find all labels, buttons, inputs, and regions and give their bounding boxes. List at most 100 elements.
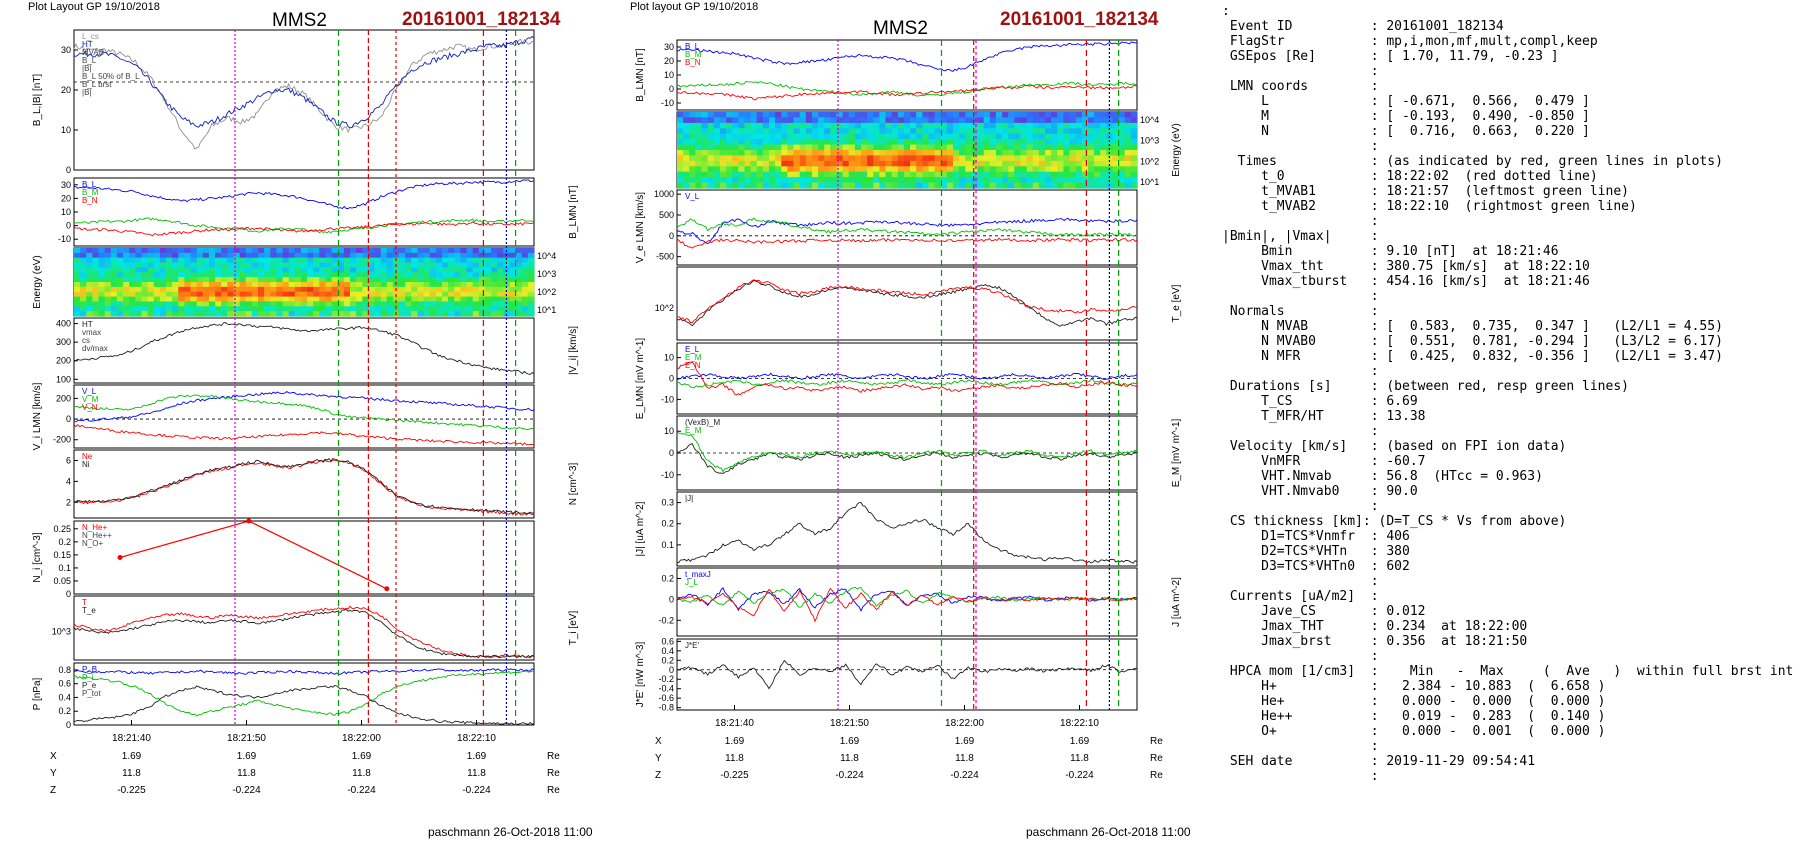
left-ephem-value: 1.69 — [352, 751, 372, 762]
left-heatmap-cell — [74, 306, 81, 312]
left-legend-entry: P_e — [82, 681, 97, 690]
right-heatmap-cell — [1045, 177, 1052, 183]
right-ephem-value: 11.8 — [955, 753, 974, 764]
right-heatmap-cell — [732, 139, 739, 145]
right-heatmap-cell — [910, 160, 917, 167]
left-heatmap-cell — [159, 252, 167, 259]
left-heatmap-cell — [294, 291, 302, 297]
left-heatmap-cell — [491, 272, 498, 278]
left-heatmap-cell — [178, 252, 185, 259]
right-heatmap-cell — [940, 182, 948, 189]
right-heatmap-cell — [861, 128, 868, 135]
right-heatmap-cell — [1032, 139, 1040, 145]
right-ytick-label: 10 — [664, 70, 674, 80]
left-heatmap-cell — [319, 262, 326, 268]
left-heatmap-cell — [196, 286, 204, 293]
right-heatmap-cell — [903, 128, 911, 135]
left-legend-entry: V_M — [82, 395, 99, 404]
left-heatmap-cell — [80, 296, 87, 302]
left-heatmap-cell — [196, 257, 204, 263]
left-ytick-label: 10^3 — [52, 626, 71, 636]
right-heatmap-cell — [1026, 155, 1034, 162]
left-heatmap-cell — [497, 311, 504, 317]
left-heatmap-cell — [258, 277, 265, 283]
left-heatmap-cell — [386, 252, 394, 259]
right-heatmap-cell — [1020, 139, 1027, 145]
left-heatmap-cell — [129, 248, 136, 254]
left-heatmap-cell — [215, 277, 222, 283]
left-heatmap-cell — [202, 267, 210, 273]
right-heatmap-cell — [738, 160, 745, 167]
right-heatmap-cell — [793, 155, 800, 162]
right-heatmap-cell — [1118, 112, 1126, 118]
right-heatmap-cell — [1057, 177, 1064, 183]
left-heatmap-cell — [104, 306, 112, 312]
right-heatmap-cell — [769, 166, 776, 173]
left-heatmap-cell — [221, 277, 228, 283]
right-heatmap-cell — [1094, 182, 1101, 189]
right-heatmap-cell — [750, 122, 758, 129]
right-heatmap-cell — [885, 144, 892, 151]
left-heatmap-cell — [399, 257, 406, 263]
left-heatmap-cell — [350, 286, 357, 293]
left-series-point — [117, 555, 123, 560]
right-heatmap-cell — [1094, 155, 1101, 162]
right-heatmap-cell — [873, 171, 880, 178]
left-heatmap-cell — [325, 282, 332, 288]
right-heatmap-cell — [891, 133, 899, 140]
right-heatmap-cell — [1014, 139, 1021, 145]
right-heatmap-cell — [836, 166, 843, 173]
right-heatmap-cell — [879, 122, 886, 129]
left-ytick-label: 0.6 — [58, 679, 71, 689]
left-series-line — [73, 394, 535, 431]
left-heatmap-cell — [258, 296, 265, 302]
right-heatmap-cell — [713, 122, 721, 129]
right-spacecraft-label: MMS2 — [873, 18, 928, 39]
right-heatmap-cell — [959, 166, 966, 173]
right-heatmap-cell — [953, 155, 960, 162]
left-heatmap-cell — [442, 306, 449, 312]
right-heatmap-cell — [916, 160, 923, 167]
right-heatmap-cell — [787, 139, 794, 145]
left-heatmap-cell — [221, 248, 228, 254]
left-heatmap-cell — [159, 248, 167, 254]
left-heatmap-cell — [294, 248, 302, 254]
right-heatmap-cell — [854, 171, 862, 178]
left-heatmap-cell — [356, 306, 363, 312]
left-subplot-frame — [73, 662, 535, 726]
right-heatmap-cell — [1094, 133, 1101, 140]
right-heatmap-cell — [762, 150, 770, 156]
left-heatmap-cell — [460, 282, 467, 288]
left-heatmap-cell — [472, 306, 480, 312]
right-ylabel: Energy (eV) — [1171, 123, 1182, 176]
left-heatmap-cell — [215, 257, 222, 263]
right-ytick-label: -0.4 — [658, 684, 674, 694]
right-heatmap-cell — [928, 122, 935, 129]
left-heatmap-cell — [264, 296, 271, 302]
right-legend-entry: V_L — [685, 192, 700, 201]
left-heatmap-cell — [435, 262, 443, 268]
left-heatmap-cell — [319, 282, 326, 288]
right-heatmap-cell — [824, 133, 831, 140]
right-heatmap-cell — [713, 177, 721, 183]
left-heatmap-cell — [466, 267, 473, 273]
left-heatmap-cell — [300, 306, 308, 312]
left-heatmap-cell — [466, 282, 473, 288]
right-heatmap-cell — [793, 144, 800, 151]
left-subplot-6: 00.050.10.150.20.25 N_He+N_He++N_O+N_i [c… — [32, 518, 535, 599]
left-heatmap-cell — [288, 311, 296, 317]
right-heatmap-cell — [781, 128, 788, 135]
left-heatmap-cell — [423, 272, 431, 278]
left-heatmap-cell — [527, 306, 535, 312]
left-heatmap-cell — [178, 257, 185, 263]
right-heatmap-cell — [787, 166, 794, 173]
left-heatmap-cell — [484, 257, 492, 263]
left-heatmap-cell — [466, 272, 473, 278]
left-heatmap-cell — [264, 282, 271, 288]
left-heatmap-cell — [399, 248, 406, 254]
right-heatmap-cell — [818, 150, 825, 156]
right-heatmap-cell — [946, 182, 954, 189]
left-heatmap-cell — [86, 301, 93, 307]
left-heatmap-cell — [202, 291, 210, 297]
left-heatmap-cell — [435, 296, 443, 302]
